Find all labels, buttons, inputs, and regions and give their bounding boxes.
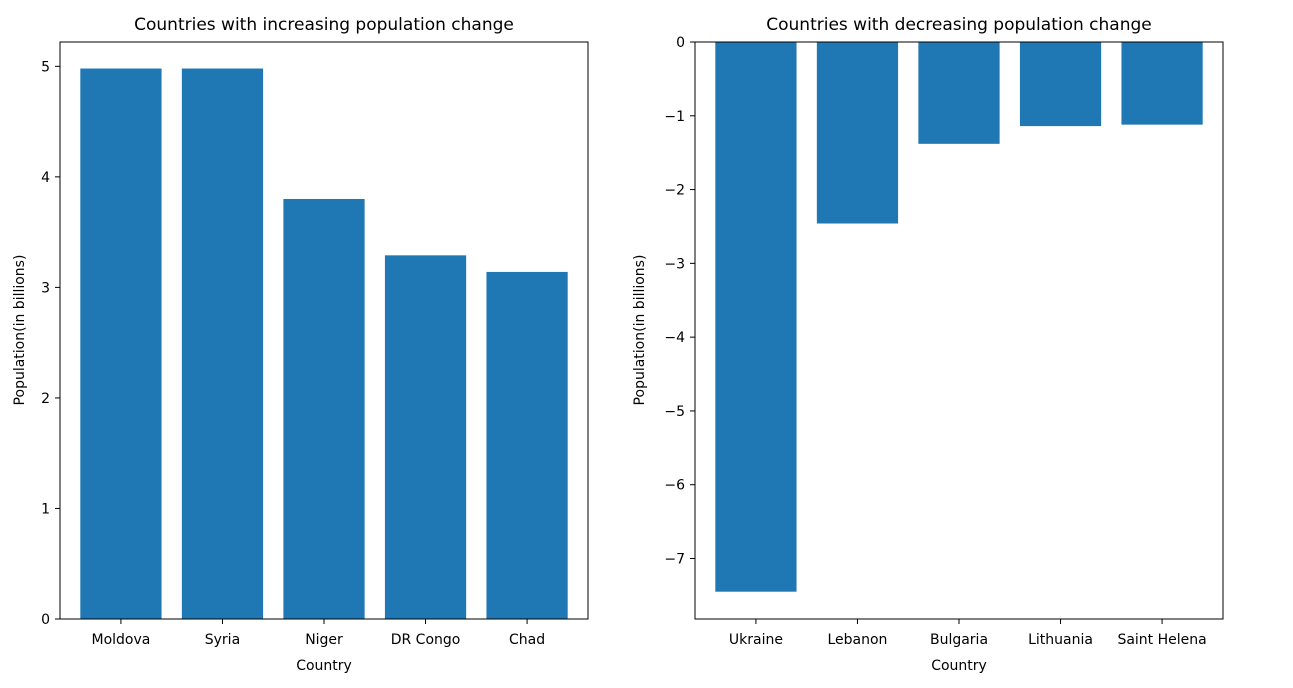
right-bars [715,42,1203,592]
right-bar-1 [816,42,899,224]
right-bar-2 [918,42,1000,144]
left-y-axis-label: Population(in billions) [12,255,28,406]
right-x-tick-label-1: Lebanon [827,632,887,648]
left-bar-3 [384,255,467,619]
left-y-tick-label-5: 5 [41,59,50,75]
left-x-tick-label-1: Syria [205,632,240,648]
left-bar-0 [80,68,162,619]
right-y-tick-label-0: 0 [676,35,685,51]
right-x-ticks: Ukraine Lebanon Bulgaria Lithuania Saint Hel… [729,619,1207,648]
right-y-tick-label-3: −3 [664,256,685,272]
left-bar-2 [283,198,365,620]
right-y-tick-label-2: −2 [664,183,685,199]
left-y-tick-label-2: 2 [41,391,50,407]
left-y-ticks: 0 1 2 3 4 5 [41,59,60,628]
left-x-tick-label-3: DR Congo [391,632,461,648]
right-bar-0 [715,42,797,592]
right-y-tick-label-6: −6 [664,478,685,494]
left-chart: 0 1 2 3 4 5 Moldova Syria Niger DR Congo Chad Cou… [12,15,589,674]
left-x-tick-label-2: Niger [305,632,343,648]
left-y-tick-label-4: 4 [41,170,50,186]
right-x-axis-label: Country [931,658,987,674]
right-x-tick-label-0: Ukraine [729,632,783,648]
left-bar-1 [181,68,264,619]
right-bar-3 [1019,42,1102,127]
left-bars [80,68,568,620]
left-x-ticks: Moldova Syria Niger DR Congo Chad [91,619,545,648]
right-x-tick-label-4: Saint Helena [1117,632,1206,648]
right-y-tick-label-7: −7 [664,551,685,567]
left-x-tick-label-4: Chad [509,632,545,648]
right-chart-title: Countries with decreasing population cha… [766,15,1151,35]
right-y-axis-label: Population(in billions) [632,255,648,406]
left-x-tick-label-0: Moldova [91,632,150,648]
right-y-ticks: 0 −1 −2 −3 −4 −5 −6 −7 [664,35,695,567]
right-y-tick-label-4: −4 [664,330,685,346]
right-chart: 0 −1 −2 −3 −4 −5 −6 −7 Ukraine Lebanon Bulgaria Li… [632,15,1224,674]
right-x-tick-label-2: Bulgaria [930,632,988,648]
right-x-tick-label-3: Lithuania [1028,632,1093,648]
left-chart-title: Countries with increasing population cha… [134,15,514,35]
left-y-tick-label-1: 1 [41,501,50,517]
right-bar-4 [1121,42,1203,125]
left-x-axis-label: Country [296,658,352,674]
right-y-tick-label-5: −5 [664,404,685,420]
right-y-tick-label-1: −1 [664,109,685,125]
left-y-tick-label-3: 3 [41,280,50,296]
left-bar-4 [486,271,568,619]
left-y-tick-label-0: 0 [41,612,50,628]
